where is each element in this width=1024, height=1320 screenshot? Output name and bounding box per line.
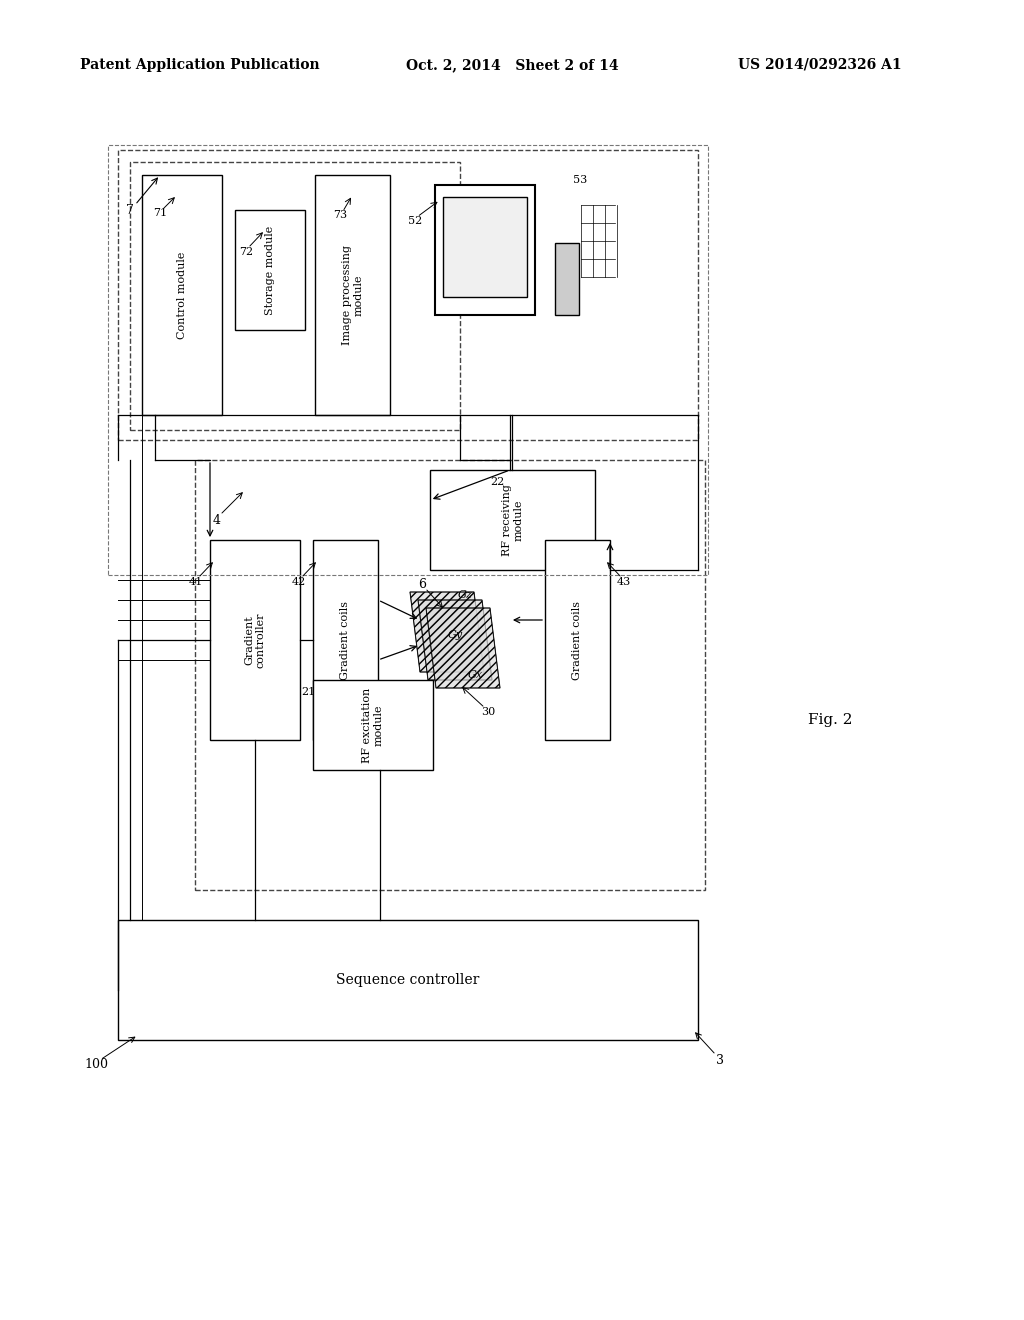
Text: US 2014/0292326 A1: US 2014/0292326 A1 xyxy=(738,58,902,73)
Text: RF excitation
module: RF excitation module xyxy=(362,688,384,763)
Polygon shape xyxy=(410,591,484,672)
Text: 73: 73 xyxy=(334,210,347,220)
Polygon shape xyxy=(426,609,500,688)
Text: Gz: Gz xyxy=(458,590,472,601)
Text: 4: 4 xyxy=(213,513,221,527)
Text: Oct. 2, 2014   Sheet 2 of 14: Oct. 2, 2014 Sheet 2 of 14 xyxy=(406,58,618,73)
Text: Gy: Gy xyxy=(447,630,463,640)
Text: 52: 52 xyxy=(408,216,422,226)
Text: 21: 21 xyxy=(301,686,315,697)
Text: Gx: Gx xyxy=(467,671,482,680)
Text: Image processing
module: Image processing module xyxy=(342,246,364,345)
Text: Patent Application Publication: Patent Application Publication xyxy=(80,58,319,73)
Bar xyxy=(443,197,527,297)
Bar xyxy=(130,162,460,430)
Bar xyxy=(142,176,222,414)
Bar xyxy=(118,920,698,1040)
Text: 41: 41 xyxy=(188,577,203,587)
Bar xyxy=(195,459,705,890)
Text: RF receiving
module: RF receiving module xyxy=(502,484,523,556)
Text: 22: 22 xyxy=(490,477,505,487)
Text: 7: 7 xyxy=(126,203,134,216)
Text: 3: 3 xyxy=(716,1053,724,1067)
Text: 72: 72 xyxy=(239,247,253,257)
Bar xyxy=(555,243,579,315)
Bar xyxy=(313,540,378,741)
Bar xyxy=(315,176,390,414)
Text: 43: 43 xyxy=(616,577,631,587)
Polygon shape xyxy=(418,601,492,680)
Text: 100: 100 xyxy=(84,1057,108,1071)
Text: Gradient
controller: Gradient controller xyxy=(244,612,266,668)
Text: Gradient coils: Gradient coils xyxy=(341,601,350,680)
Bar xyxy=(108,145,708,576)
Bar xyxy=(313,680,433,770)
Text: 71: 71 xyxy=(153,209,167,218)
Bar xyxy=(118,150,698,440)
Text: 6: 6 xyxy=(418,578,426,590)
Text: Fig. 2: Fig. 2 xyxy=(808,713,852,727)
Bar xyxy=(210,540,300,741)
Text: 53: 53 xyxy=(572,176,587,185)
Bar xyxy=(545,540,610,741)
Text: Gradient coils: Gradient coils xyxy=(572,601,583,680)
Bar xyxy=(430,470,595,570)
Text: Storage module: Storage module xyxy=(265,226,275,314)
Bar xyxy=(435,185,535,315)
Text: 42: 42 xyxy=(292,577,306,587)
Text: Control module: Control module xyxy=(177,251,187,339)
Bar xyxy=(234,210,305,330)
Text: 30: 30 xyxy=(481,708,496,717)
Text: Sequence controller: Sequence controller xyxy=(336,973,479,987)
